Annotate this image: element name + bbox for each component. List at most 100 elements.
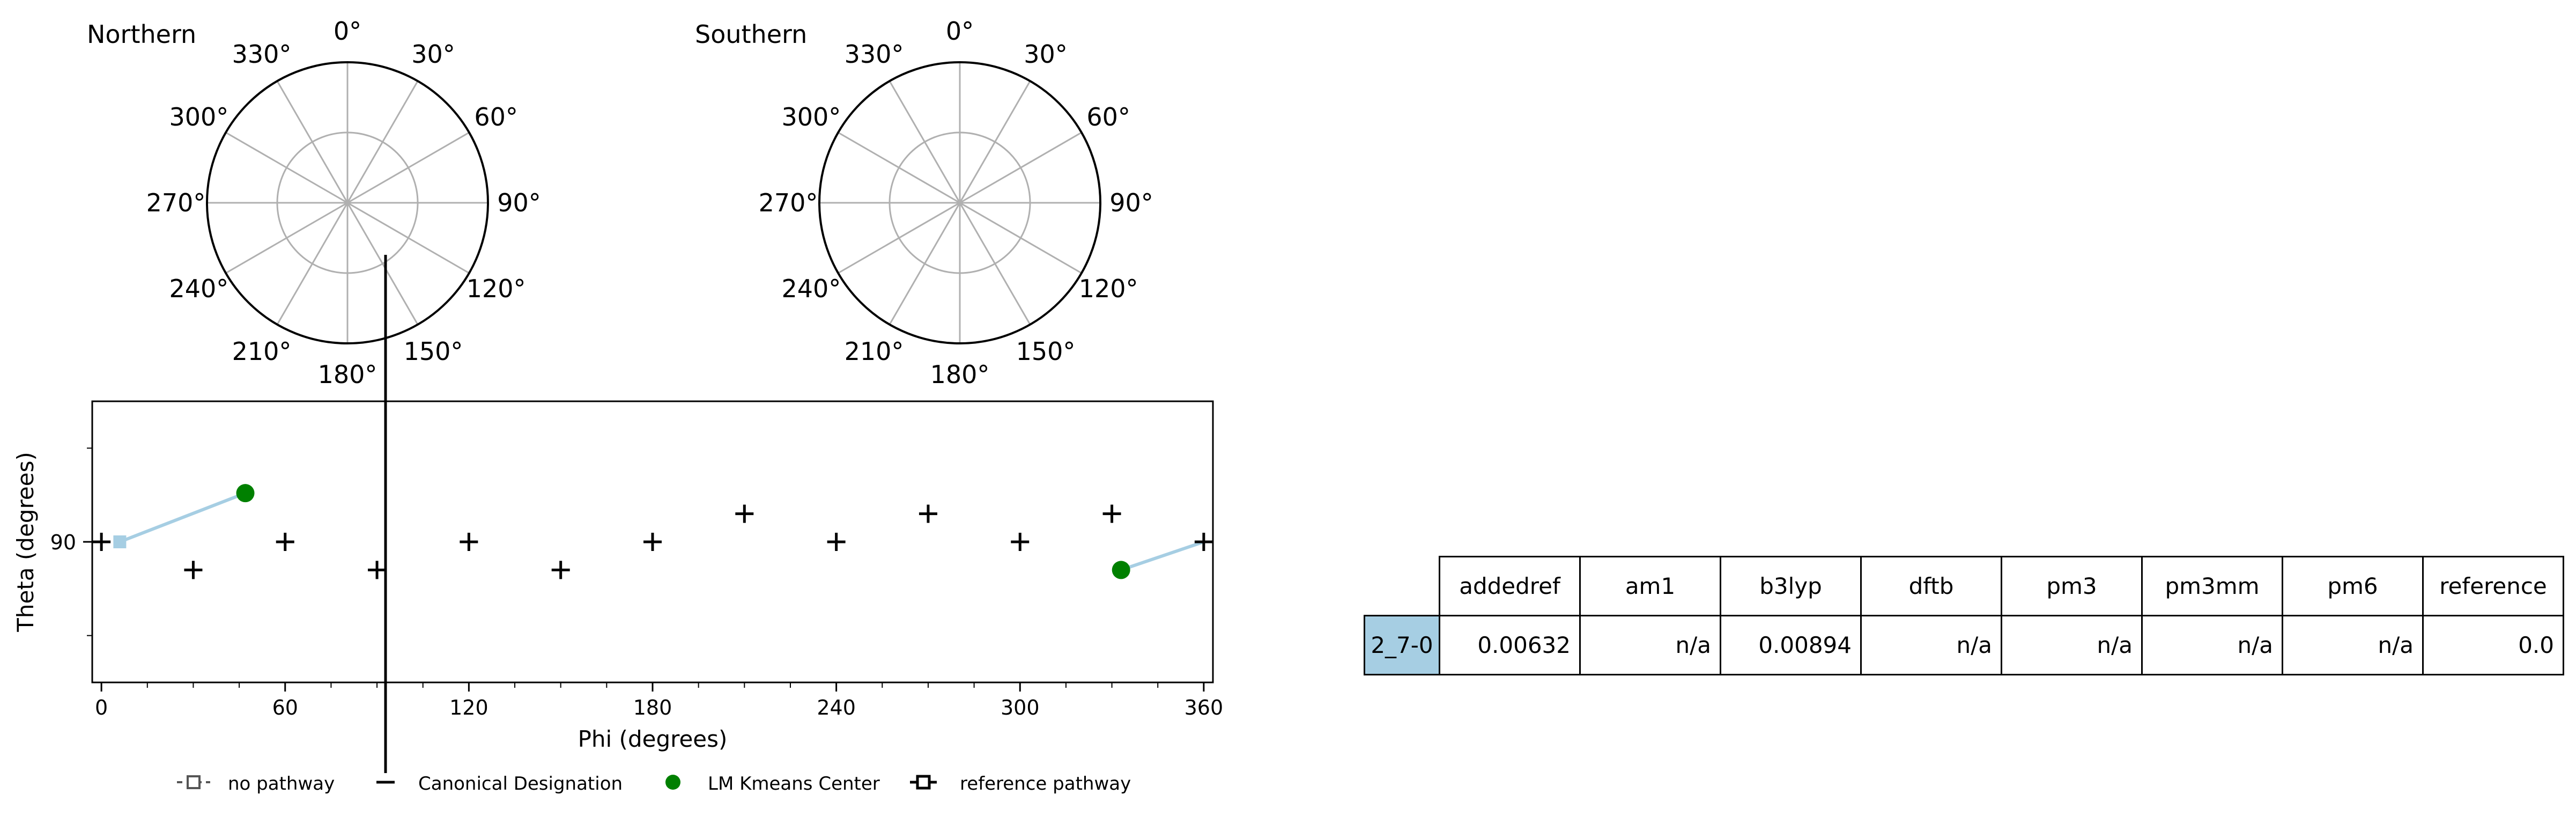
canonical-designation-marker (1102, 504, 1121, 523)
x-tick-label: 0 (95, 696, 108, 719)
polar-tick-label: 270° (146, 188, 206, 217)
canonical-designation-marker (643, 533, 662, 551)
x-tick-label: 300 (1001, 696, 1040, 719)
polar-tick-label: 90° (1109, 188, 1153, 217)
polar-tick-label: 180° (318, 360, 377, 389)
column-header-pm3: pm3 (2001, 556, 2143, 616)
legend: no pathway Canonical Designation LM Kmea… (177, 255, 1131, 795)
table-cell: n/a (1860, 615, 2002, 675)
radial-grid-line (276, 202, 349, 325)
square-marker-icon (187, 775, 201, 789)
canonical-designation-marker (1194, 533, 1213, 551)
polar-tick-label: 150° (1016, 337, 1076, 366)
table-cell: 0.00632 (1439, 615, 1581, 675)
canonical-designation-marker (460, 533, 478, 551)
legend-item-lm-kmeans-center: LM Kmeans Center (665, 773, 880, 795)
polar-tick-label: 270° (759, 188, 818, 217)
polar-tick-label: 60° (1086, 102, 1130, 131)
radial-grid-line (889, 202, 961, 325)
southern-polar-plot: Southern 0° 30° 60° 90° 120° 150° 180° 210° 240°… (695, 17, 1153, 389)
canonical-designation-marker (735, 504, 754, 523)
lm-kmeans-center-marker (236, 484, 255, 503)
radial-grid-line (889, 80, 961, 203)
circle-marker-icon (665, 775, 680, 790)
reference-pathway-line (1120, 540, 1204, 572)
lm-kmeans-center-marker (1112, 561, 1130, 579)
column-header-addedref: addedref (1439, 556, 1581, 616)
polar-tick-label: 30° (1024, 40, 1068, 69)
table-cell: n/a (2282, 615, 2424, 675)
northern-polar-plot: Northern 0° 30° 60° 90° 120° 150° 180° 210° 240°… (87, 17, 541, 389)
polar-tick-label: 30° (411, 40, 455, 69)
legend-item-no-pathway: no pathway (177, 773, 335, 795)
southern-title: Southern (695, 20, 807, 49)
column-header-dftb: dftb (1860, 556, 2002, 616)
radial-grid-line (346, 80, 419, 203)
table-row: 2_7-0 0.00632 n/a 0.00894 n/a n/a n/a n/… (1364, 615, 2564, 675)
results-table-container: addedref am1 b3lyp dftb pm3 pm3mm pm6 re… (1364, 556, 2564, 675)
column-header-pm6: pm6 (2282, 556, 2424, 616)
legend-item-reference-pathway: reference pathway (910, 773, 1131, 795)
canonical-designation-marker (919, 504, 937, 523)
table-corner-cell (1365, 557, 1440, 616)
radial-grid-line (959, 202, 1031, 325)
polar-tick-label: 0° (334, 17, 361, 46)
legend-label: no pathway (228, 773, 335, 795)
polar-tick-label: 90° (497, 188, 541, 217)
table-cell: 0.00894 (1720, 615, 1862, 675)
canonical-designation-marker (551, 561, 570, 579)
radial-grid-line (225, 131, 348, 204)
radial-grid-line (959, 131, 1082, 204)
northern-title: Northern (87, 20, 196, 49)
table-header-row: addedref am1 b3lyp dftb pm3 pm3mm pm6 re… (1365, 556, 2564, 616)
polar-tick-label: 0° (946, 17, 974, 46)
polar-tick-label: 210° (845, 337, 904, 366)
polar-tick-label: 240° (169, 274, 228, 303)
table-cell: 0.0 (2422, 615, 2564, 675)
polar-outer-circle (206, 61, 489, 344)
x-axis-label: Phi (degrees) (578, 726, 728, 752)
x-tick-label: 180 (633, 696, 672, 719)
radial-grid-line (959, 80, 1031, 203)
radial-grid-line (225, 202, 348, 274)
row-label-cell: 2_7-0 (1364, 615, 1440, 675)
polar-tick-label: 330° (845, 40, 904, 69)
polar-tick-label: 150° (404, 337, 463, 366)
canonical-designation-marker (827, 533, 846, 551)
polar-tick-label: 60° (474, 102, 518, 131)
square-marker-icon (916, 775, 931, 790)
radial-grid-line (347, 202, 470, 274)
table-cell: n/a (1579, 615, 1721, 675)
radial-grid-line (959, 202, 1082, 274)
column-header-am1: am1 (1579, 556, 1721, 616)
legend-label: Canonical Designation (418, 773, 623, 795)
column-header-pm3mm: pm3mm (2141, 556, 2283, 616)
x-tick-label: 120 (449, 696, 488, 719)
polar-tick-label: 240° (781, 274, 841, 303)
phi-theta-scatter-plot: 0 60 120 180 240 300 360 90 Phi (degrees) Theta… (12, 400, 1224, 752)
radial-grid-line (346, 202, 419, 325)
y-axis-label: Theta (degrees) (12, 452, 39, 633)
pathway-start-marker (113, 535, 127, 548)
polar-tick-label: 300° (781, 102, 841, 131)
polar-outer-circle (818, 61, 1101, 344)
polar-tick-label: 120° (1079, 274, 1138, 303)
legend-label: LM Kmeans Center (708, 773, 880, 795)
y-tick-label: 90 (50, 531, 76, 554)
canonical-designation-marker (276, 533, 294, 551)
polar-tick-label: 300° (169, 102, 228, 131)
canonical-designation-marker (92, 533, 111, 551)
polar-tick-label: 120° (467, 274, 526, 303)
canonical-designation-marker (368, 561, 387, 579)
table-cell: n/a (2001, 615, 2143, 675)
radial-grid-line (276, 80, 349, 203)
canonical-designation-marker (184, 561, 203, 579)
radial-grid-line (347, 131, 470, 204)
legend-label: reference pathway (960, 773, 1131, 795)
plus-marker-icon (376, 255, 395, 784)
x-tick-label: 360 (1185, 696, 1224, 719)
column-header-b3lyp: b3lyp (1720, 556, 1862, 616)
table-cell: n/a (2141, 615, 2283, 675)
radial-grid-line (838, 131, 960, 204)
results-table: addedref am1 b3lyp dftb pm3 pm3mm pm6 re… (1364, 556, 2564, 675)
